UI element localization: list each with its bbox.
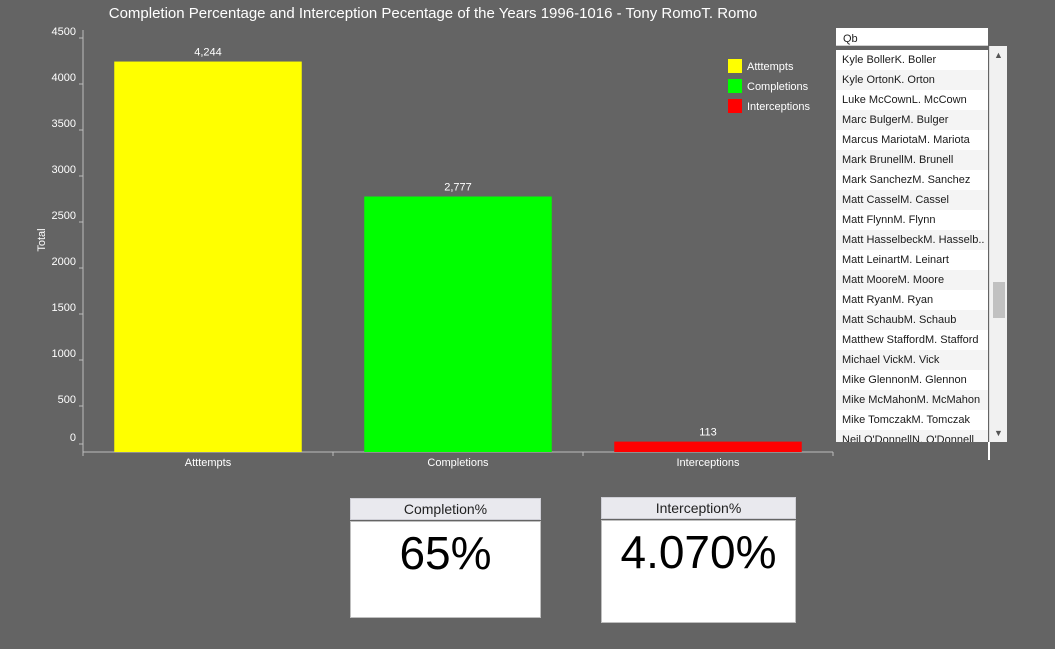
y-tick-label: 2000 [52,256,76,268]
completion-card-label: Completion% [350,498,541,520]
y-tick-label: 4000 [52,72,76,84]
slicer-item[interactable]: Mike TomczakM. Tomczak [842,414,970,426]
legend-entry: Completions [747,81,809,93]
chart-title: Completion Percentage and Interception P… [108,5,758,22]
bar-value-label: 4,244 [194,47,222,59]
slicer-item[interactable]: Matt SchaubM. Schaub [836,310,988,330]
slicer-item[interactable]: Mark BrunellM. Brunell [836,150,988,170]
slicer-item[interactable]: Mike McMahonM. McMahon [836,390,988,410]
interception-card-label: Interception% [601,497,796,519]
slicer-item[interactable]: Mark SanchezM. Sanchez [842,174,971,186]
y-tick-label: 500 [58,394,76,406]
y-tick-label: 3000 [52,164,76,176]
bar-value-label: 113 [699,427,717,439]
slicer-item[interactable]: Kyle BollerK. Boller [842,54,937,66]
y-tick-label: 1500 [52,302,76,314]
slicer-item[interactable]: Marcus MariotaM. Mariota [842,134,970,146]
chevron-up-icon[interactable]: ▲ [994,50,1003,60]
slicer-edge [988,442,990,460]
scroll-thumb[interactable] [993,282,1005,318]
slicer-item[interactable]: Matt FlynnM. Flynn [842,214,936,226]
y-tick-label: 4500 [52,26,76,38]
bars: 4,244 2,777 113 [114,47,802,452]
slicer-item[interactable]: Matt HasselbeckM. Hasselb.. [836,230,988,250]
bar-value-label: 2,777 [444,182,472,194]
completion-card-value: 65% [350,521,541,618]
slicer-scrollbar[interactable]: ▲ ▼ [989,46,1007,442]
legend: Atttempts Completions Interceptions [728,59,810,113]
slicer-item[interactable]: Neil O'DonnellN. O'Donnell [836,430,988,442]
x-axis: Atttempts Completions Interceptions [82,451,834,469]
slicer-list[interactable]: Kyle BollerK. Boller Kyle OrtonK. Orton Lu… [836,50,988,442]
slicer-item[interactable]: Michael VickM. Vick [836,350,988,370]
slicer-header-qb: Qb [836,28,988,46]
slicer-item[interactable]: Matt MooreM. Moore [836,270,988,290]
y-axis: 0 500 1000 1500 2000 2500 3000 3500 4000 4500 [52,26,84,452]
chevron-down-icon[interactable]: ▼ [994,428,1003,438]
y-axis-label: Total [36,228,48,251]
slicer-item[interactable]: Marc BulgerM. Bulger [836,110,988,130]
slicer-item[interactable]: Matthew StaffordM. Stafford [842,334,979,346]
x-tick-label: Atttempts [185,457,232,469]
legend-swatch [728,79,742,93]
x-tick-label: Interceptions [677,457,740,469]
slicer-item[interactable]: Matt CasselM. Cassel [836,190,988,210]
x-tick-label: Completions [427,457,489,469]
y-tick-label: 0 [70,432,76,444]
legend-entry: Interceptions [747,101,810,113]
bar-completions[interactable] [364,196,552,452]
y-tick-label: 3500 [52,118,76,130]
legend-swatch [728,59,742,73]
bar-atttempts[interactable] [114,61,302,452]
slicer-item[interactable]: Matt RyanM. Ryan [842,294,934,306]
legend-swatch [728,99,742,113]
bar-chart: 0 500 1000 1500 2000 2500 3000 3500 4000 4500 Att… [36,26,834,469]
y-tick-label: 2500 [52,210,76,222]
slicer-item[interactable]: Luke McCownL. McCown [842,94,967,106]
slicer-item[interactable]: Mike GlennonM. Glennon [842,374,967,386]
legend-entry: Atttempts [747,61,794,73]
y-tick-label: 1000 [52,348,76,360]
slicer-item[interactable]: Matt LeinartM. Leinart [842,254,949,266]
slicer-item[interactable]: Kyle OrtonK. Orton [836,70,988,90]
bar-interceptions[interactable] [614,441,802,452]
interception-card-value: 4.070% [601,520,796,623]
